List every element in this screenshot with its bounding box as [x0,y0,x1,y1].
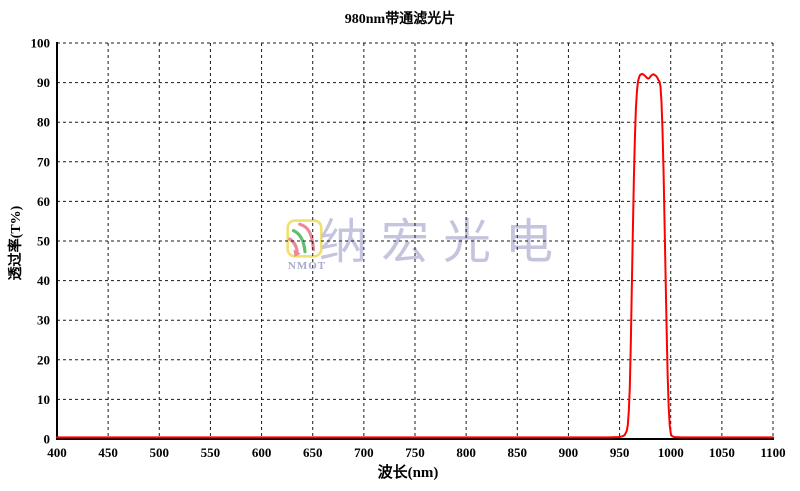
y-tick-label: 90 [37,75,50,90]
y-tick-label: 10 [37,392,50,407]
y-tick-label: 20 [37,352,50,367]
watermark-brand-text: 纳宏光电 [319,216,568,269]
x-tick-label: 450 [98,445,118,460]
y-tick-label: 40 [37,273,50,288]
x-tick-label: 500 [150,445,170,460]
y-tick-label: 0 [44,432,51,447]
x-tick-label: 650 [303,445,323,460]
nmot-logo-icon: NMOT [285,219,325,272]
y-tick-label: 30 [37,313,50,328]
x-tick-label: 700 [354,445,374,460]
x-axis-label: 波长(nm) [377,465,439,481]
y-tick-label: 60 [37,194,50,209]
chart-title: 980nm带通滤光片 [344,12,456,27]
x-tick-label: 1100 [760,445,785,460]
x-tick-label: 1050 [709,445,735,460]
x-tick-label: 550 [201,445,221,460]
y-tick-label: 70 [37,154,50,169]
y-axis-label: 透过率(T%) [9,205,24,281]
y-tick-label: 50 [37,234,50,249]
watermark-logo-text: NMOT [287,260,327,272]
x-tick-label: 750 [405,445,425,460]
x-tick-label: 1000 [658,445,684,460]
x-tick-label: 800 [456,445,476,460]
transmittance-curve [56,72,774,439]
x-tick-label: 950 [610,445,630,460]
y-tick-label: 80 [37,115,50,130]
x-tick-label: 400 [47,445,67,460]
x-tick-label: 900 [559,445,579,460]
x-tick-label: 850 [508,445,528,460]
y-tick-label: 100 [31,36,51,51]
watermark: NMOT 纳宏光电 [283,216,563,276]
x-tick-label: 600 [252,445,272,460]
